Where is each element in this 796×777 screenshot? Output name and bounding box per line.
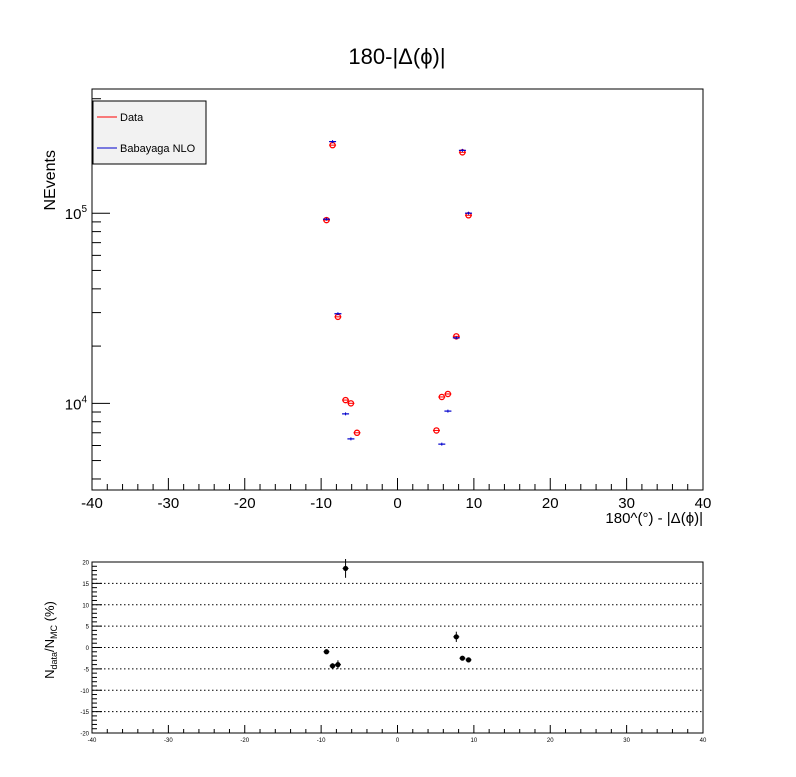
ratio-x-tick-label: 10 [471,738,478,744]
ratio-point [335,662,341,668]
main-y-tick-label: 104 [65,394,88,413]
ratio-x-tick-label: 30 [623,738,630,744]
main-x-tick-label: 0 [393,495,401,512]
data-point [444,390,452,398]
ratio-x-tick-label: -30 [164,738,173,744]
ratio-x-tick-label: 40 [700,738,707,744]
main-plot-points [322,140,473,446]
ratio-y-tick-label: 15 [82,582,89,588]
main-y-axis-label: NEvents [42,150,59,210]
data-point [347,400,355,407]
ratio-gridlines [92,582,703,713]
data-point [323,216,330,224]
data-point [433,427,440,434]
main-x-tick-label: 20 [542,495,559,512]
ratio-plot-points [323,559,472,669]
ratio-y-tick-label: 20 [82,561,89,567]
ratio-x-tick-label: -40 [88,738,97,744]
data-point [438,393,446,401]
ratio-point [329,663,336,669]
legend: Data Babayaga NLO [92,100,207,165]
main-x-tick-label: -40 [81,495,103,512]
ratio-x-tick-label: -10 [317,738,326,744]
main-y-axis: 104 105 [65,98,110,480]
ratio-x-tick-label: 0 [396,738,400,744]
ratio-y-tick-label: 10 [82,603,89,609]
main-x-tick-label: -30 [158,495,180,512]
legend-box [92,100,207,165]
ratio-point [465,657,472,663]
ratio-point [453,634,459,640]
ratio-y-tick-label: 0 [86,646,90,652]
data-point [342,396,349,404]
main-x-axis: -40 -30 -20 -10 0 10 20 30 40 [81,478,711,512]
main-x-axis-label: 180^(°) - |Δ(ϕ)| [605,510,703,527]
ratio-y-tick-label: -20 [80,732,89,738]
ratio-x-tick-label: -20 [240,738,249,744]
ratio-y-tick-label: 5 [86,625,90,631]
ratio-y-tick-label: -5 [84,667,90,673]
ratio-y-axis-label: Ndata/NMC (%) [42,601,59,679]
ratio-point [342,565,349,572]
chart-title: 180-|Δ(ϕ)| [348,44,445,69]
main-x-tick-label: -20 [234,495,256,512]
ratio-x-axis: -40 -30 -20 -10 0 10 20 30 40 [88,725,707,744]
main-x-tick-label: -10 [310,495,332,512]
ratio-y-tick-label: -15 [80,710,89,716]
legend-mc-label: Babayaga NLO [120,143,196,155]
ratio-y-axis: -20 -15 -10 -5 0 5 10 15 20 [80,561,102,738]
legend-data-label: Data [120,112,144,124]
ratio-point [459,655,466,661]
main-x-tick-label: 10 [466,495,483,512]
ratio-y-tick-label: -10 [80,689,89,695]
main-x-tick-label: 40 [695,495,712,512]
data-point [353,429,361,437]
main-y-tick-label: 105 [65,204,88,223]
ratio-point [323,649,330,655]
ratio-x-tick-label: 20 [547,738,554,744]
main-x-tick-label: 30 [618,495,635,512]
